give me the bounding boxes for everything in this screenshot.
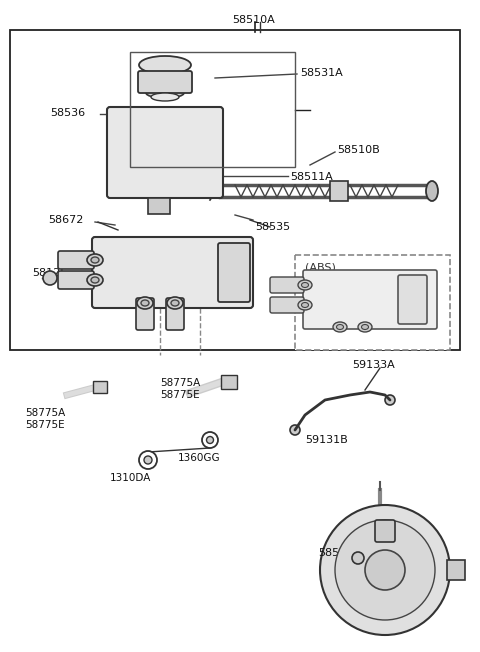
FancyBboxPatch shape: [270, 297, 304, 313]
Ellipse shape: [298, 300, 312, 310]
Text: 58531A: 58531A: [300, 68, 343, 78]
Bar: [221, 375, 237, 389]
FancyBboxPatch shape: [92, 237, 253, 308]
Ellipse shape: [301, 282, 309, 288]
Ellipse shape: [167, 297, 183, 309]
Ellipse shape: [146, 88, 184, 98]
Circle shape: [290, 425, 300, 435]
Bar: [447, 560, 465, 580]
Ellipse shape: [137, 297, 153, 309]
Ellipse shape: [202, 432, 218, 448]
Text: (ABS): (ABS): [305, 262, 336, 272]
Text: 59131B: 59131B: [305, 435, 348, 445]
Bar: [10, 30, 460, 350]
Text: 58775E: 58775E: [160, 390, 200, 400]
Circle shape: [352, 552, 364, 564]
Ellipse shape: [141, 300, 149, 306]
FancyBboxPatch shape: [270, 277, 304, 293]
FancyBboxPatch shape: [136, 298, 154, 330]
Ellipse shape: [298, 280, 312, 290]
Circle shape: [320, 505, 450, 635]
Text: 1360GG: 1360GG: [178, 453, 221, 463]
Text: 58775A: 58775A: [160, 378, 200, 388]
Circle shape: [227, 281, 241, 295]
Text: 58594: 58594: [318, 548, 353, 558]
Ellipse shape: [361, 325, 369, 329]
Ellipse shape: [139, 451, 157, 469]
FancyBboxPatch shape: [58, 251, 94, 269]
Text: 59133A: 59133A: [352, 360, 395, 370]
Text: 58775A: 58775A: [25, 408, 65, 418]
Ellipse shape: [301, 303, 309, 308]
Ellipse shape: [358, 322, 372, 332]
Circle shape: [335, 520, 435, 620]
Text: 58511A: 58511A: [290, 172, 333, 182]
Ellipse shape: [139, 56, 191, 74]
Ellipse shape: [91, 257, 99, 263]
Circle shape: [406, 281, 418, 293]
Bar: [130, 52, 295, 167]
Ellipse shape: [87, 274, 103, 286]
FancyBboxPatch shape: [375, 520, 395, 542]
FancyBboxPatch shape: [107, 107, 223, 198]
Circle shape: [406, 306, 418, 318]
Circle shape: [385, 395, 395, 405]
Text: 58672: 58672: [48, 215, 84, 225]
Ellipse shape: [91, 277, 99, 283]
Circle shape: [43, 271, 57, 285]
Text: 58536: 58536: [50, 108, 85, 118]
Text: 1310DA: 1310DA: [110, 473, 151, 483]
Bar: [295, 255, 450, 350]
Ellipse shape: [144, 456, 152, 464]
Ellipse shape: [336, 325, 344, 329]
Text: 58535: 58535: [255, 222, 290, 232]
Ellipse shape: [87, 254, 103, 266]
FancyBboxPatch shape: [218, 243, 250, 302]
Text: 58510B: 58510B: [337, 145, 380, 155]
Text: 58510A: 58510A: [232, 15, 275, 25]
Ellipse shape: [426, 181, 438, 201]
FancyBboxPatch shape: [303, 270, 437, 329]
Text: 58775E: 58775E: [25, 420, 65, 430]
FancyBboxPatch shape: [398, 275, 427, 324]
Bar: [93, 381, 107, 393]
FancyBboxPatch shape: [58, 271, 94, 289]
FancyBboxPatch shape: [166, 298, 184, 330]
Circle shape: [365, 550, 405, 590]
Bar: [148, 198, 170, 214]
Ellipse shape: [333, 322, 347, 332]
FancyBboxPatch shape: [138, 71, 192, 93]
Circle shape: [227, 251, 241, 265]
Ellipse shape: [206, 436, 214, 443]
Ellipse shape: [151, 93, 179, 101]
Ellipse shape: [171, 300, 179, 306]
Bar: [330, 181, 348, 201]
Text: 58125: 58125: [32, 268, 67, 278]
